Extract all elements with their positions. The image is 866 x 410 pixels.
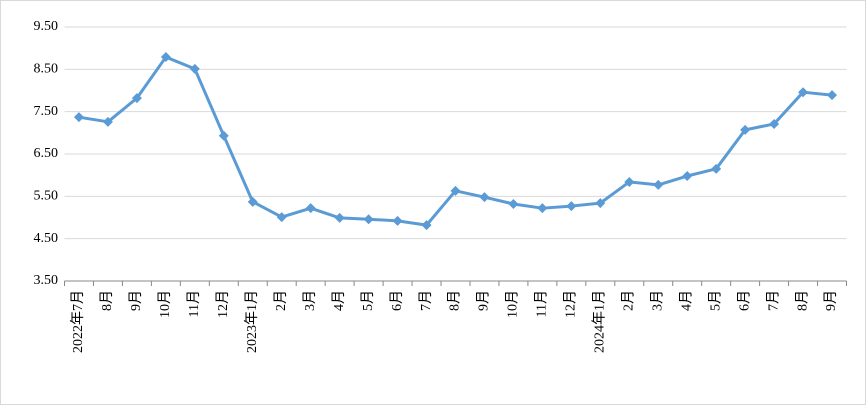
x-tick-label: 7月 <box>765 290 781 311</box>
marker <box>218 130 229 141</box>
x-tick-label: 2月 <box>273 290 289 311</box>
marker <box>566 201 577 212</box>
marker <box>479 192 490 203</box>
marker <box>421 220 432 231</box>
marker <box>276 212 287 223</box>
marker <box>537 203 548 214</box>
marker <box>102 116 113 127</box>
x-tick-label: 9月 <box>476 290 492 311</box>
x-tick-label: 11月 <box>534 290 550 317</box>
marker <box>305 203 316 214</box>
marker <box>247 196 258 207</box>
y-tick-label: 8.50 <box>34 62 59 77</box>
marker <box>740 124 751 135</box>
y-tick-label: 7.50 <box>34 104 59 119</box>
marker <box>624 176 635 187</box>
marker <box>334 212 345 223</box>
y-tick-label: 6.50 <box>34 146 59 161</box>
x-tick-label: 8月 <box>794 290 810 311</box>
marker <box>798 87 809 98</box>
y-tick-label: 9.50 <box>34 19 59 34</box>
marker <box>653 179 664 190</box>
x-tick-label: 2月 <box>620 290 636 311</box>
marker <box>682 171 693 182</box>
x-tick-label: 3月 <box>302 290 318 311</box>
x-tick-label: 7月 <box>418 290 434 311</box>
x-tick-label: 6月 <box>736 290 752 311</box>
y-tick-label: 5.50 <box>34 189 59 204</box>
x-tick-label: 6月 <box>389 290 405 311</box>
marker <box>450 185 461 196</box>
marker <box>189 63 200 74</box>
x-tick-label: 8月 <box>447 290 463 311</box>
x-tick-label: 10月 <box>505 290 521 318</box>
x-tick-label: 4月 <box>678 290 694 311</box>
x-tick-label: 2023年1月 <box>244 290 260 353</box>
marker <box>392 215 403 226</box>
x-tick-label: 12月 <box>215 290 231 318</box>
marker <box>595 198 606 209</box>
marker <box>131 93 142 104</box>
x-tick-label: 4月 <box>331 290 347 311</box>
marker <box>363 214 374 225</box>
y-tick-label: 4.50 <box>34 231 59 246</box>
x-tick-label: 9月 <box>128 290 144 311</box>
marker <box>711 163 722 174</box>
x-tick-label: 5月 <box>360 290 376 311</box>
marker <box>508 198 519 209</box>
x-tick-label: 2022年7月 <box>70 290 86 353</box>
x-tick-label: 3月 <box>649 290 665 311</box>
x-tick-label: 8月 <box>99 290 115 311</box>
x-tick-label: 11月 <box>186 290 202 317</box>
marker <box>73 112 84 123</box>
x-tick-label: 12月 <box>563 290 579 318</box>
x-tick-label: 5月 <box>707 290 723 311</box>
marker <box>769 118 780 129</box>
x-tick-label: 2024年1月 <box>592 290 608 353</box>
marker <box>827 90 838 101</box>
x-tick-label: 10月 <box>157 290 173 318</box>
marker <box>160 52 171 63</box>
y-tick-label: 3.50 <box>34 273 59 288</box>
x-tick-label: 9月 <box>823 290 839 311</box>
